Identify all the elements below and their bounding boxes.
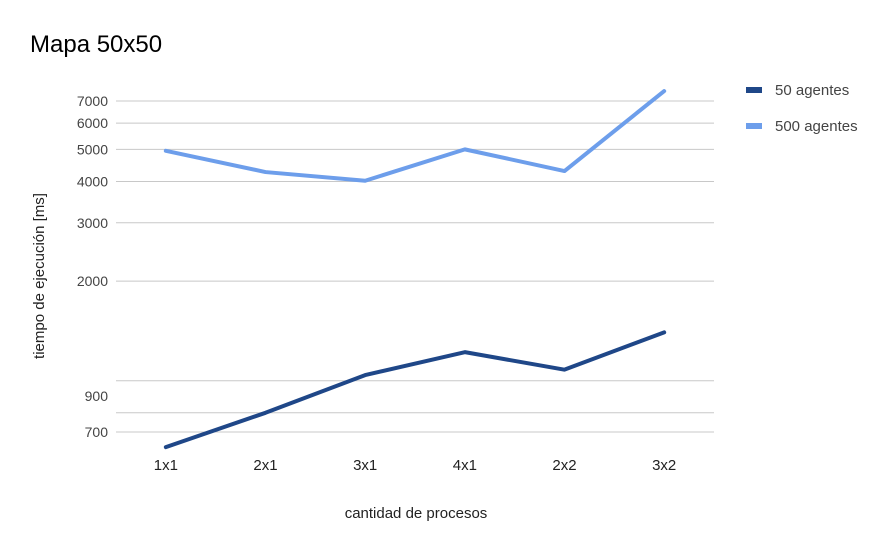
- y-tick-label: 3000: [77, 215, 108, 231]
- y-tick-label: 7000: [77, 93, 108, 109]
- y-tick-label: 5000: [77, 141, 108, 157]
- x-tick-label: 2x1: [253, 457, 277, 474]
- x-tick-label: 3x1: [353, 457, 377, 474]
- legend-label: 50 agentes: [775, 82, 849, 99]
- y-tick-label: 6000: [77, 115, 108, 131]
- y-axis-ticks: 700 900 2000 3000 4000 5000 6000 7000: [77, 93, 108, 440]
- y-axis-title: tiempo de ejecución [ms]: [31, 193, 48, 359]
- y-tick-label: 4000: [77, 173, 108, 189]
- legend-swatch: [746, 123, 762, 129]
- series-line-1: [163, 330, 667, 450]
- y-tick-label: 2000: [77, 273, 108, 289]
- x-tick-label: 1x1: [154, 457, 178, 474]
- chart-title: Mapa 50x50: [30, 31, 162, 58]
- legend-swatch: [746, 87, 762, 93]
- x-axis-title: cantidad de procesos: [345, 505, 488, 522]
- x-tick-label: 3x2: [652, 457, 676, 474]
- legend: 50 agentes 500 agentes: [746, 82, 858, 135]
- x-tick-label: 2x2: [552, 457, 576, 474]
- x-tick-label: 4x1: [453, 457, 477, 474]
- y-tick-label: 700: [85, 424, 109, 440]
- y-tick-label: 900: [85, 388, 109, 404]
- series: [163, 89, 667, 450]
- legend-label: 500 agentes: [775, 118, 858, 135]
- grid: [116, 100, 714, 433]
- series-line-2: [163, 89, 667, 183]
- x-axis-ticks: 1x1 2x1 3x1 4x1 2x2 3x2: [154, 457, 677, 474]
